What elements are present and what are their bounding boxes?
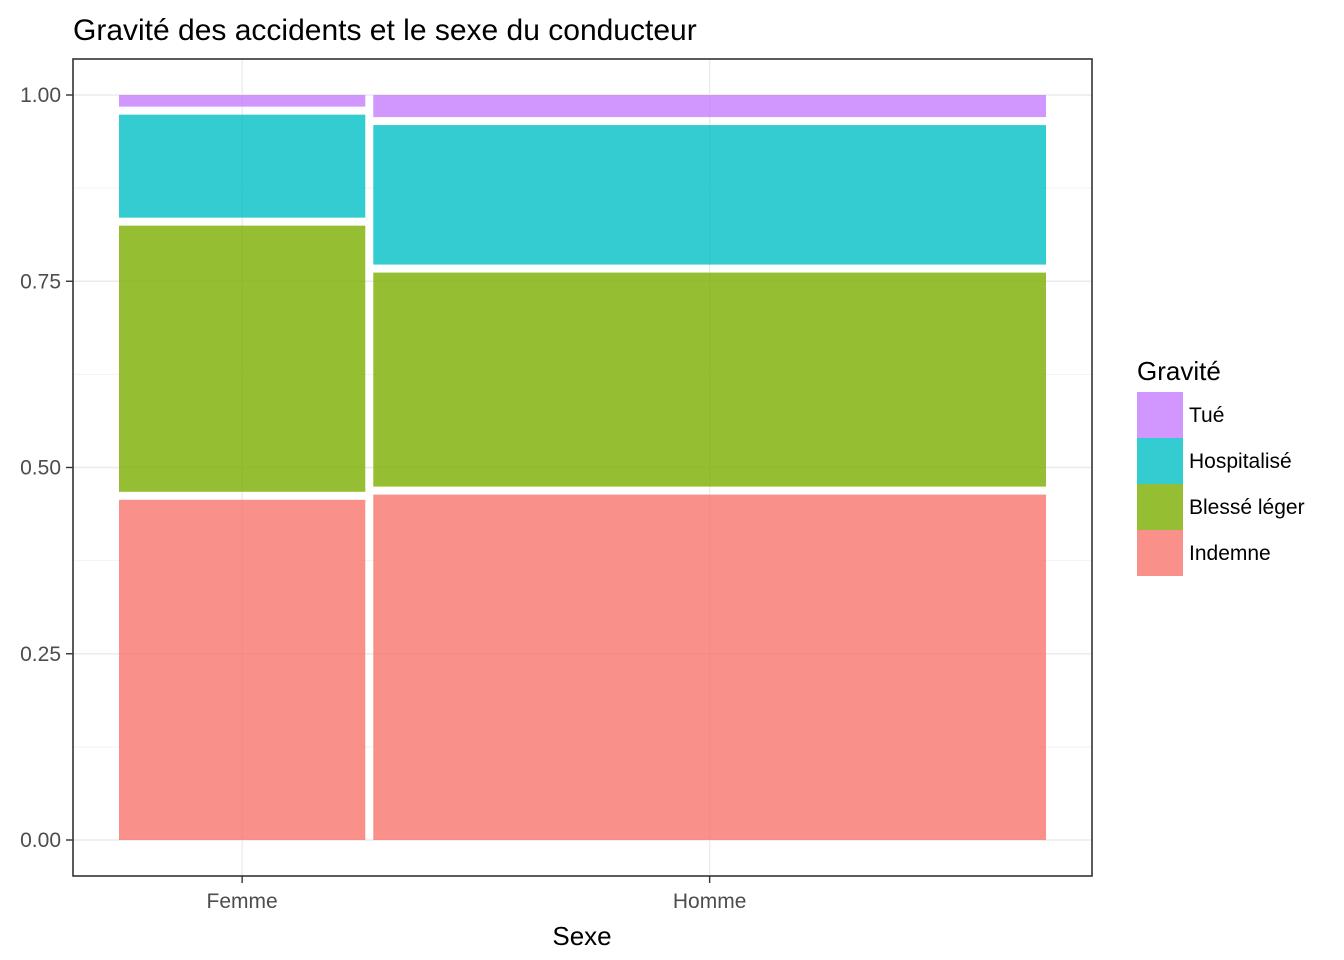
chart-bars [119,95,1046,840]
chart-title: Gravité des accidents et le sexe du cond… [73,14,697,47]
bar-segment-femme-indemne [119,499,366,840]
bar-segment-homme-hospitalisé [373,125,1046,265]
y-tick-label: 1.00 [20,84,61,107]
legend-label: Hospitalisé [1189,450,1292,473]
y-tick-label: 0.75 [20,270,61,293]
bar-segment-femme-tué [119,95,366,107]
bar-segment-homme-indemne [373,494,1046,840]
y-tick-label: 0.50 [20,457,61,480]
x-tick-label: Femme [207,890,278,913]
legend-label: Indemne [1189,542,1271,565]
legend: Gravité Tué Hospitalisé Blessé léger Indemn… [1137,356,1305,576]
legend-title: Gravité [1137,356,1221,386]
legend-label: Tué [1189,404,1224,427]
y-axis: 0.00 0.25 0.50 0.75 1.00 [20,84,73,852]
x-axis-title: Sexe [552,921,611,951]
legend-label: Blessé léger [1189,496,1305,519]
legend-key-indemne [1137,530,1183,576]
x-axis: Femme Homme [207,876,747,913]
bar-segment-homme-tué [373,95,1046,118]
legend-key-hospitalisé [1137,438,1183,484]
legend-key-tué [1137,392,1183,438]
bar-segment-homme-blessé-léger [373,272,1046,487]
legend-key-blessé-léger [1137,484,1183,530]
y-tick-label: 0.00 [20,829,61,852]
bar-segment-femme-hospitalisé [119,114,366,218]
x-tick-label: Homme [673,890,747,913]
bar-segment-femme-blessé-léger [119,225,366,492]
y-tick-label: 0.25 [20,643,61,666]
